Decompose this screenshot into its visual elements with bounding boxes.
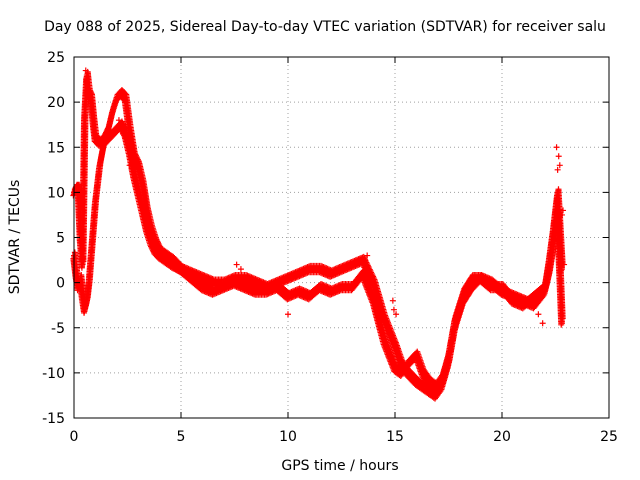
y-tick-label: 15 xyxy=(47,140,65,156)
grid-layer xyxy=(74,57,609,418)
data-point xyxy=(389,297,396,304)
y-tick-label: 25 xyxy=(47,50,65,66)
data-point xyxy=(233,261,240,268)
data-point xyxy=(555,153,562,160)
data-point xyxy=(535,311,542,318)
y-tick-label: -5 xyxy=(51,321,65,337)
data-point xyxy=(285,311,291,318)
y-tick-label: 20 xyxy=(47,95,65,111)
x-tick-label: 5 xyxy=(177,429,186,445)
data-marks xyxy=(70,67,568,402)
data-point xyxy=(237,266,244,273)
y-tick-label: -15 xyxy=(42,411,65,427)
y-tick-label: -10 xyxy=(42,366,65,382)
y-tick-label: 5 xyxy=(56,231,65,247)
data-point xyxy=(539,320,546,327)
y-tick-label: 0 xyxy=(56,276,65,292)
data-point xyxy=(553,144,560,151)
x-tick-label: 0 xyxy=(70,429,79,445)
y-tick-label: 10 xyxy=(47,185,65,201)
